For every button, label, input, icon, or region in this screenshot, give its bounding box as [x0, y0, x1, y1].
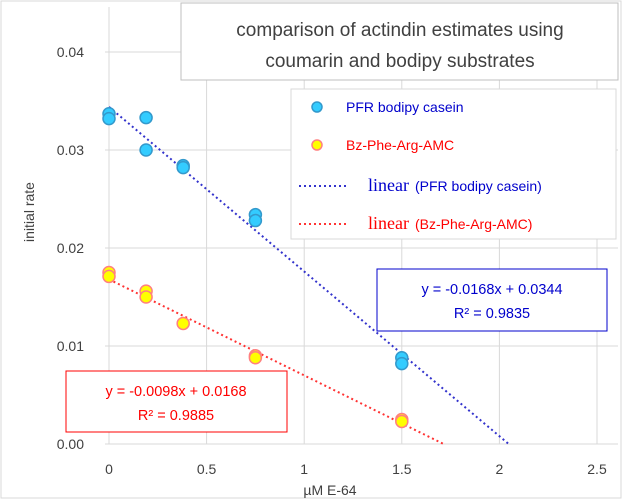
title-box [180, 2, 619, 81]
legend-label-amc: Bz-Phe-Arg-AMC [346, 137, 454, 153]
r2-amc: R² = 0.9885 [138, 408, 214, 424]
data-points [102, 106, 409, 429]
trend-lines [108, 106, 510, 445]
point-s1-4 [176, 316, 190, 331]
x-tick-label-0: 0 [105, 461, 113, 477]
x-tick-label-5: 2.5 [587, 461, 607, 477]
trend-line-1 [108, 278, 445, 445]
legend: PFR bodipy casein Bz-Phe-Arg-AMC linear (… [290, 88, 617, 240]
x-axis-title: µM E-64 [303, 482, 356, 498]
point-s0-3 [139, 143, 153, 157]
point-s0-2 [139, 110, 153, 125]
trend-line-0 [108, 106, 510, 445]
equation-amc: y = -0.0098x + 0.0168 [105, 384, 246, 400]
legend-trend-paren-pfr: (PFR bodipy casein) [415, 178, 542, 194]
chart-title-line-1: comparison of actindin estimates using [236, 20, 563, 41]
legend-trend-label-pfr: linear (PFR bodipy casein) [368, 175, 542, 195]
legend-marker-amc [311, 139, 323, 151]
point-s0-5 [176, 160, 190, 175]
equation-box-pfr: y = -0.0168x + 0.0344 R² = 0.9835 [376, 268, 608, 332]
legend-trend-word-amc: linear [368, 213, 409, 233]
y-axis-title: initial rate [21, 182, 37, 242]
y-tick-label-3: 0.03 [57, 142, 84, 158]
point-s0-9 [395, 356, 409, 371]
point-s0-1 [102, 111, 116, 126]
legend-marker-pfr [311, 101, 323, 113]
chart-title-line-2: coumarin and bodipy substrates [265, 51, 534, 72]
tick-labels: 0 0.5 1 1.5 2 2.5 0.00 0.01 0.02 0.03 0.04 [57, 44, 607, 477]
legend-trend-paren-amc: (Bz-Phe-Arg-AMC) [415, 216, 532, 232]
x-tick-label-1: 0.5 [197, 461, 217, 477]
legend-label-pfr: PFR bodipy casein [346, 99, 464, 115]
x-tick-label-2: 1 [300, 461, 308, 477]
equation-pfr: y = -0.0168x + 0.0344 [421, 282, 562, 298]
y-tick-label-4: 0.04 [57, 44, 84, 60]
x-tick-label-4: 2 [496, 461, 504, 477]
legend-trend-word-pfr: linear [368, 175, 409, 195]
legend-box [290, 88, 617, 240]
point-s1-1 [102, 269, 116, 284]
point-s0-7 [248, 213, 263, 228]
point-s1-3 [139, 290, 153, 304]
point-s1-8 [395, 414, 409, 429]
legend-trend-label-amc: linear (Bz-Phe-Arg-AMC) [368, 213, 532, 233]
equation-box-amc: y = -0.0098x + 0.0168 R² = 0.9885 [65, 370, 288, 433]
r2-pfr: R² = 0.9835 [454, 306, 530, 322]
point-s1-6 [248, 351, 263, 365]
x-tick-label-3: 1.5 [392, 461, 412, 477]
y-tick-label-2: 0.02 [57, 240, 84, 256]
y-tick-label-1: 0.01 [57, 338, 84, 354]
y-tick-label-0: 0.00 [57, 436, 84, 452]
